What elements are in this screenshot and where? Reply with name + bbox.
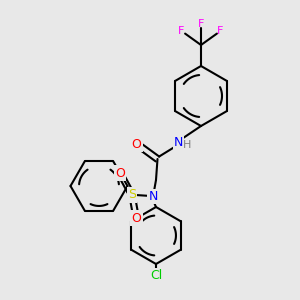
Text: O: O — [132, 212, 141, 225]
Text: F: F — [217, 26, 224, 37]
Text: N: N — [148, 190, 158, 203]
Text: O: O — [132, 137, 141, 151]
Text: Cl: Cl — [150, 269, 162, 282]
Text: F: F — [178, 26, 185, 37]
Text: F: F — [198, 19, 204, 29]
Text: H: H — [183, 140, 191, 150]
Text: S: S — [128, 188, 136, 202]
Text: O: O — [115, 167, 125, 180]
Text: N: N — [174, 136, 183, 149]
